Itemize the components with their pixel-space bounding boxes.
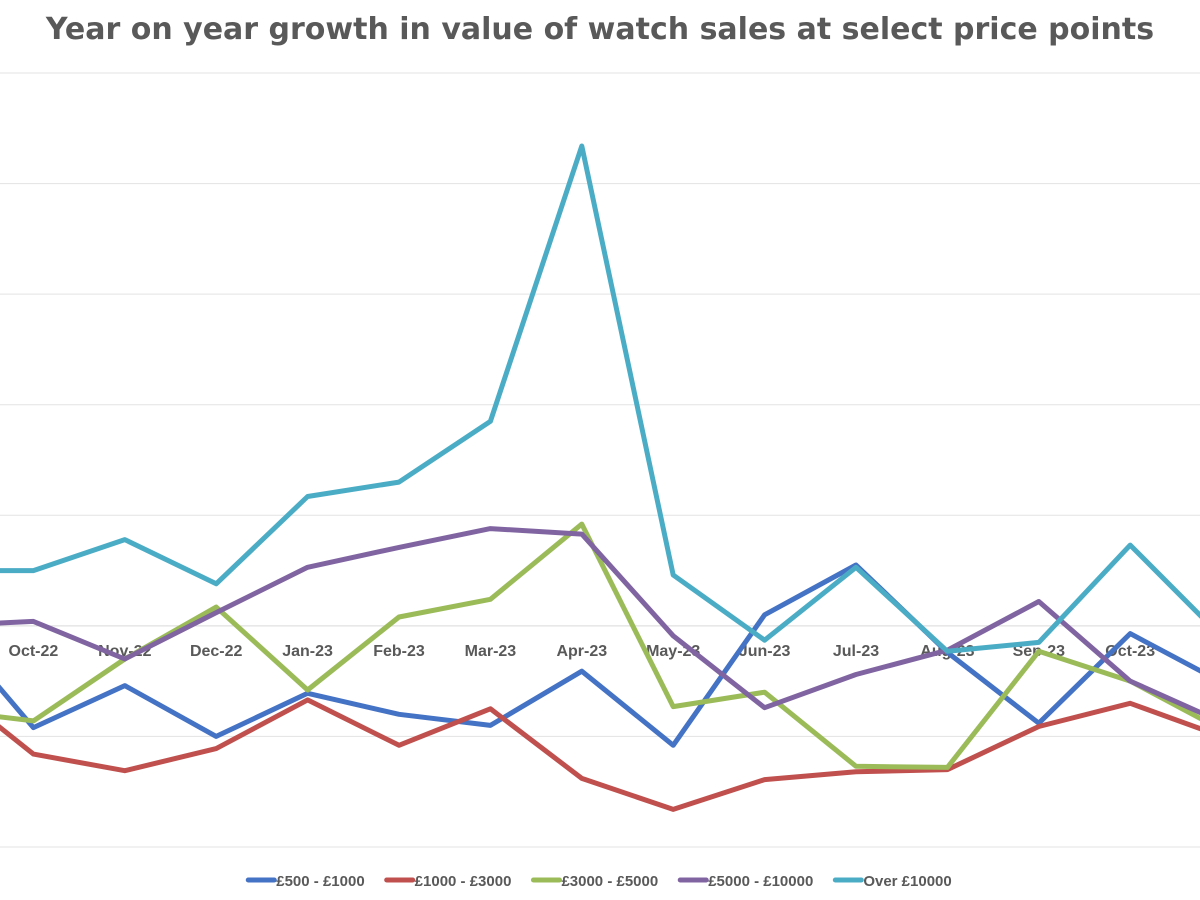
legend-label-1: £500 - £1000 xyxy=(276,873,364,890)
x-tick-label: Jan-23 xyxy=(282,643,333,660)
x-tick-label: Oct-22 xyxy=(9,643,59,660)
series-line-5 xyxy=(0,143,1200,654)
series-line-2 xyxy=(0,697,1200,812)
x-tick-label: Apr-23 xyxy=(556,643,607,660)
series-lines xyxy=(0,143,1200,812)
legend-label-5: Over £10000 xyxy=(863,873,951,890)
x-tick-label: Feb-23 xyxy=(373,643,425,660)
legend-label-2: £1000 - £3000 xyxy=(415,873,512,890)
x-tick-label: Jun-23 xyxy=(739,643,791,660)
chart-title: Year on year growth in value of watch sa… xyxy=(45,12,1155,47)
x-tick-label: Jul-23 xyxy=(833,643,879,660)
legend-label-3: £3000 - £5000 xyxy=(561,873,658,890)
gridlines xyxy=(0,72,1200,848)
legend: £500 - £1000 £1000 - £3000 £3000 - £5000 £5… xyxy=(245,873,952,890)
x-tick-label: Mar-23 xyxy=(465,643,517,660)
legend-label-4: £5000 - £10000 xyxy=(708,873,813,890)
x-tick-label: Dec-22 xyxy=(190,643,243,660)
series-line-1 xyxy=(0,562,1200,748)
series-line-4 xyxy=(0,526,1200,716)
